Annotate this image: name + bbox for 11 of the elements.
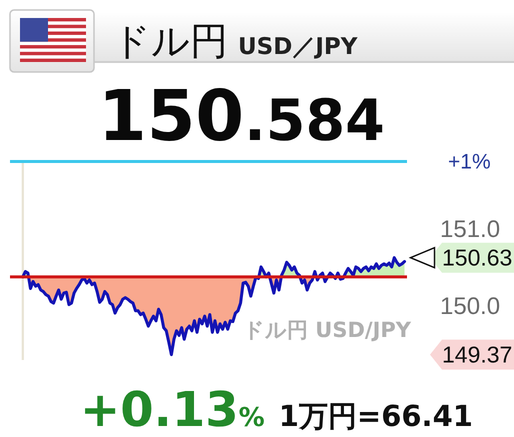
chart-subtitle: USD／JPY (238, 34, 358, 60)
text: 150.63 (442, 244, 512, 271)
y-tick-label: 151.0 (440, 216, 500, 244)
text: 1万円=66.41 (278, 399, 473, 433)
text: 150.584 (98, 75, 385, 157)
annotation: ドル円 USD/JPY (243, 318, 412, 342)
chart-title: ドル円 (112, 19, 228, 63)
text: +0.13% (80, 382, 265, 437)
text: +1% (448, 150, 491, 174)
y-tick-label: 150.0 (440, 293, 500, 320)
text: 149.37 (442, 342, 512, 368)
